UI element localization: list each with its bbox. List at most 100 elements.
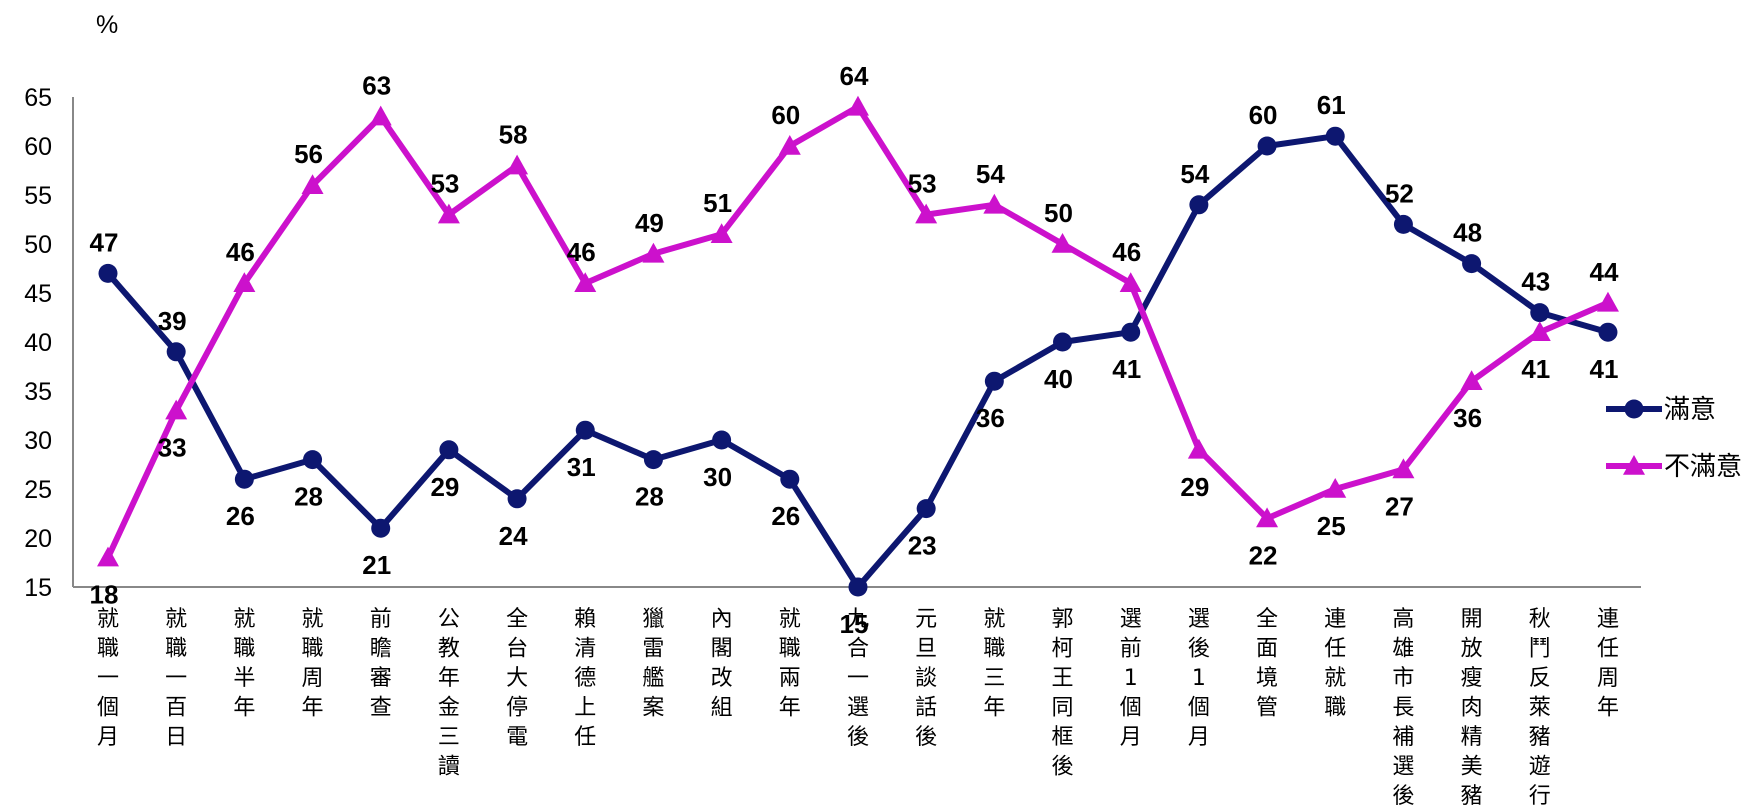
data-label: 48 [1453, 218, 1482, 248]
data-label: 40 [1044, 364, 1073, 394]
data-label: 46 [226, 237, 255, 267]
data-label: 52 [1385, 178, 1414, 208]
data-label: 36 [976, 403, 1005, 433]
y-tick-label: 15 [24, 574, 52, 602]
series-lines [105, 103, 1610, 590]
x-category-label: 獵雷艦案 [642, 607, 664, 721]
circle-marker [1325, 126, 1345, 146]
y-tick-label: 55 [24, 182, 52, 210]
circle-marker [1189, 195, 1209, 215]
triangle-marker [846, 95, 869, 116]
x-category-label: 內閣改組 [711, 607, 733, 721]
x-category-label: 開放瘦肉精美豬 [1461, 607, 1483, 809]
data-label: 49 [635, 208, 664, 238]
y-tick-label: 25 [24, 476, 52, 504]
data-label: 54 [1180, 159, 1209, 189]
triangle-marker [642, 242, 665, 263]
y-unit-label: % [96, 11, 118, 39]
x-category-label: 元旦談話後 [915, 607, 937, 750]
data-label: 29 [430, 472, 459, 502]
circle-marker [1257, 136, 1277, 156]
y-tick-label: 40 [24, 329, 52, 357]
triangle-marker [1051, 233, 1074, 253]
data-label: 26 [226, 501, 255, 531]
data-label: 53 [430, 169, 459, 199]
series-line-0 [105, 133, 1609, 590]
triangle-marker [1187, 438, 1210, 459]
triangle-marker [506, 154, 529, 175]
triangle-marker [301, 174, 324, 194]
x-category-label: 秋鬥反萊豬遊行 [1529, 607, 1551, 809]
y-tick-label: 35 [24, 378, 52, 406]
data-label: 36 [1453, 403, 1482, 433]
triangle-marker [1528, 321, 1551, 341]
legend-label: 不滿意 [1664, 452, 1742, 482]
x-category-label: 高雄市長補選後 [1392, 607, 1414, 809]
triangle-marker [1392, 458, 1415, 479]
data-label: 39 [158, 306, 187, 336]
triangle-marker [778, 135, 801, 155]
data-label: 53 [908, 169, 937, 199]
data-label: 46 [567, 237, 596, 267]
circle-marker [1598, 322, 1618, 342]
circle-marker [98, 263, 118, 283]
data-label: 41 [1521, 354, 1550, 384]
y-tick-label: 60 [24, 133, 52, 161]
data-label: 29 [1180, 472, 1209, 502]
triangle-marker [369, 105, 392, 126]
triangle-marker [983, 193, 1006, 214]
x-category-label: 前瞻審查 [370, 607, 392, 721]
circle-marker [780, 469, 800, 489]
triangle-marker [1596, 291, 1619, 312]
x-category-label: 選後 1 個月 [1188, 607, 1210, 750]
data-label: 54 [976, 159, 1005, 189]
circle-marker [166, 342, 186, 362]
x-category-label: 就職一個月 [97, 607, 119, 750]
circle-marker [575, 420, 595, 440]
data-label: 44 [1589, 257, 1618, 287]
y-tick-label: 65 [24, 84, 52, 112]
y-tick-label: 45 [24, 280, 52, 308]
data-label: 28 [294, 482, 323, 512]
series-line-1 [105, 103, 1610, 559]
data-labels: 47 18 39 33 26 46 28 56 21 63 29 53 24 58 31 46 28 49 30 51… [90, 61, 1619, 639]
x-category-label: 就職兩年 [779, 607, 801, 721]
circle-marker [303, 450, 323, 470]
data-label: 25 [1317, 511, 1346, 541]
data-label: 46 [1112, 237, 1141, 267]
data-label: 23 [908, 531, 937, 561]
y-tick-label: 30 [24, 427, 52, 455]
x-category-labels: 就職一個月 就職一百日 就職半年 就職周年 前瞻審查 公教年金三讀 全台大停電 賴清德上任 獵雷… [97, 607, 1619, 809]
circle-marker [1530, 303, 1550, 323]
x-category-label: 就職一百日 [165, 607, 187, 750]
x-category-label: 選前 1 個月 [1120, 607, 1142, 750]
circle-marker [984, 371, 1004, 391]
data-label: 47 [90, 227, 119, 257]
data-label: 64 [840, 61, 869, 91]
data-label: 41 [1589, 354, 1618, 384]
triangle-marker [1256, 507, 1279, 528]
x-category-label: 全台大停電 [506, 607, 528, 750]
data-label: 33 [158, 433, 187, 463]
data-label: 60 [771, 100, 800, 130]
data-label: 60 [1249, 100, 1278, 130]
data-label: 15 [840, 609, 869, 639]
x-category-label: 就職周年 [302, 607, 324, 721]
circle-marker [371, 518, 391, 538]
circle-marker [916, 499, 936, 519]
data-label: 41 [1112, 354, 1141, 384]
triangle-marker [574, 272, 597, 292]
triangle-marker [233, 272, 256, 292]
y-tick-label: 50 [24, 231, 52, 259]
series-markers [97, 95, 1619, 597]
triangle-marker [437, 203, 460, 224]
data-label: 50 [1044, 198, 1073, 228]
data-label: 63 [362, 71, 391, 101]
triangle-marker [915, 203, 938, 224]
data-label: 56 [294, 139, 323, 169]
data-label: 51 [703, 188, 732, 218]
data-label: 28 [635, 482, 664, 512]
x-category-label: 賴清德上任 [574, 607, 596, 750]
